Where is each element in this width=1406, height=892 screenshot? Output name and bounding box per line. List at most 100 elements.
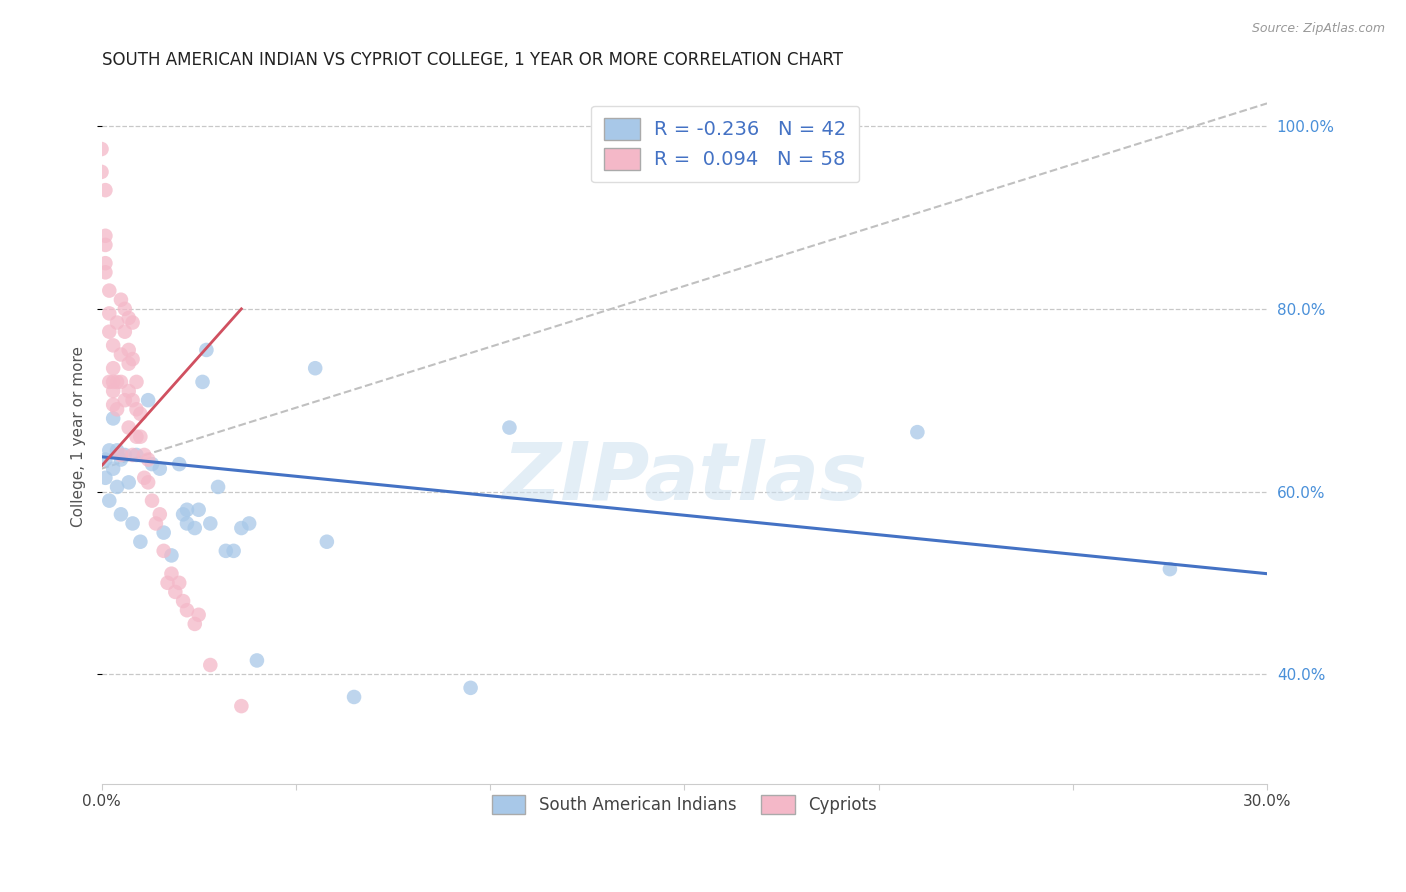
- Point: [136, 452, 159, 467]
- Point: [105, 402, 128, 417]
- Point: [94, 471, 117, 485]
- Point: [121, 448, 143, 462]
- Point: [200, 658, 222, 673]
- Point: [101, 338, 124, 352]
- Point: [165, 585, 187, 599]
- Point: [98, 443, 121, 458]
- Point: [125, 430, 148, 444]
- Point: [110, 452, 132, 467]
- Point: [125, 375, 148, 389]
- Point: [118, 310, 141, 325]
- Point: [184, 521, 207, 535]
- Point: [110, 347, 132, 361]
- Point: [195, 343, 218, 357]
- Point: [98, 325, 121, 339]
- Point: [101, 461, 124, 475]
- Point: [101, 361, 124, 376]
- Point: [184, 616, 207, 631]
- Point: [105, 375, 128, 389]
- Point: [238, 516, 260, 531]
- Point: [176, 502, 198, 516]
- Point: [101, 384, 124, 398]
- Point: [121, 352, 143, 367]
- Legend: South American Indians, Cypriots: South American Indians, Cypriots: [482, 785, 887, 824]
- Point: [114, 301, 136, 316]
- Point: [94, 183, 117, 197]
- Point: [118, 357, 141, 371]
- Point: [187, 502, 209, 516]
- Point: [105, 316, 128, 330]
- Point: [141, 457, 163, 471]
- Point: [136, 475, 159, 490]
- Point: [222, 544, 245, 558]
- Point: [315, 534, 337, 549]
- Point: [118, 420, 141, 434]
- Point: [90, 142, 112, 156]
- Point: [90, 165, 112, 179]
- Point: [121, 393, 143, 408]
- Point: [156, 575, 179, 590]
- Point: [176, 603, 198, 617]
- Point: [149, 508, 172, 522]
- Point: [110, 448, 132, 462]
- Point: [460, 681, 482, 695]
- Point: [149, 461, 172, 475]
- Point: [167, 575, 190, 590]
- Point: [121, 516, 143, 531]
- Point: [101, 375, 124, 389]
- Point: [160, 549, 183, 563]
- Point: [145, 516, 167, 531]
- Point: [152, 525, 174, 540]
- Y-axis label: College, 1 year or more: College, 1 year or more: [72, 346, 86, 527]
- Point: [110, 508, 132, 522]
- Point: [231, 699, 253, 714]
- Point: [187, 607, 209, 622]
- Point: [110, 375, 132, 389]
- Point: [114, 393, 136, 408]
- Point: [105, 443, 128, 458]
- Point: [118, 384, 141, 398]
- Point: [129, 430, 152, 444]
- Point: [246, 653, 269, 667]
- Point: [215, 544, 238, 558]
- Point: [118, 475, 141, 490]
- Point: [141, 493, 163, 508]
- Point: [98, 284, 121, 298]
- Point: [114, 325, 136, 339]
- Point: [200, 516, 222, 531]
- Point: [160, 566, 183, 581]
- Point: [231, 521, 253, 535]
- Point: [167, 457, 190, 471]
- Point: [94, 265, 117, 279]
- Point: [110, 293, 132, 307]
- Text: Source: ZipAtlas.com: Source: ZipAtlas.com: [1251, 22, 1385, 36]
- Point: [134, 471, 156, 485]
- Point: [191, 375, 214, 389]
- Point: [136, 393, 159, 408]
- Point: [176, 516, 198, 531]
- Point: [101, 398, 124, 412]
- Point: [304, 361, 326, 376]
- Point: [129, 407, 152, 421]
- Point: [172, 508, 194, 522]
- Point: [129, 534, 152, 549]
- Point: [343, 690, 366, 704]
- Point: [134, 448, 156, 462]
- Point: [94, 452, 117, 467]
- Point: [94, 238, 117, 252]
- Point: [101, 411, 124, 425]
- Point: [172, 594, 194, 608]
- Point: [94, 228, 117, 243]
- Point: [118, 343, 141, 357]
- Point: [105, 480, 128, 494]
- Point: [114, 448, 136, 462]
- Text: ZIPatlas: ZIPatlas: [502, 440, 866, 517]
- Point: [98, 375, 121, 389]
- Point: [207, 480, 229, 494]
- Point: [125, 402, 148, 417]
- Point: [98, 493, 121, 508]
- Point: [905, 425, 928, 439]
- Point: [152, 544, 174, 558]
- Point: [1159, 562, 1181, 576]
- Point: [125, 448, 148, 462]
